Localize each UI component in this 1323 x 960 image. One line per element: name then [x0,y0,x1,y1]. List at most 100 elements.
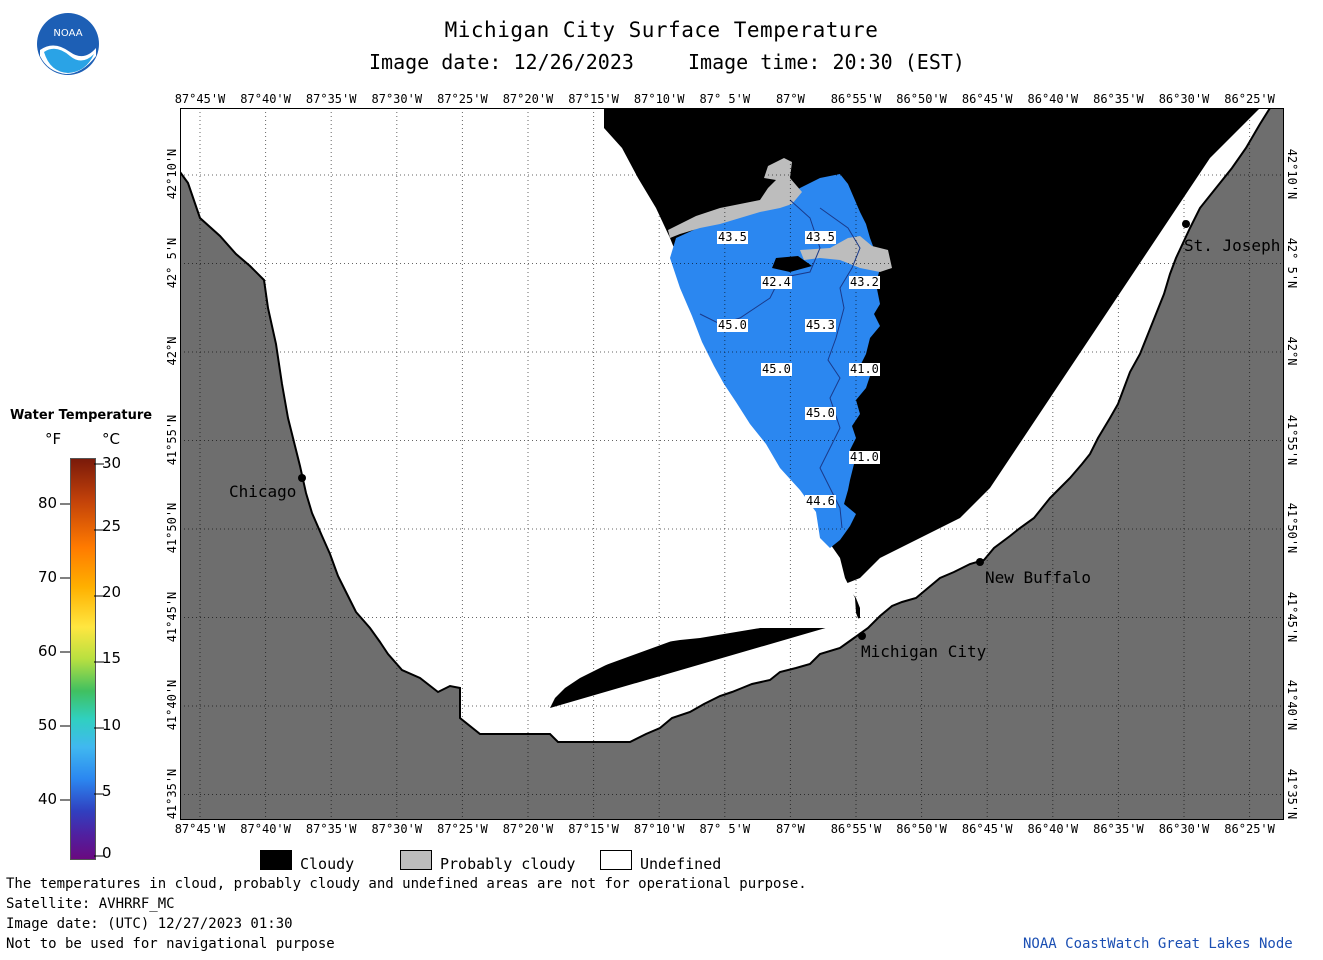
lon-label: 87°45'W [174,92,226,106]
lat-label: 42°10'N [1285,148,1299,200]
lon-label: 87° 5'W [699,822,751,836]
c-tick: 0 [102,844,112,862]
lat-label: 42°N [1285,336,1299,366]
lon-label: 86°25'W [1224,92,1275,106]
temp-label: 41.0 [849,450,880,464]
f-tick: 80 [38,494,58,512]
city-label-new-buffalo: New Buffalo [985,568,1091,587]
lon-label: 86°40'W [1027,92,1079,106]
lon-label: 87°30'W [371,822,423,836]
scale-ticks [60,463,104,857]
legend-title: Water Temperature [10,408,153,423]
logo-text: NOAA [53,28,82,39]
temp-label: 43.5 [805,230,836,244]
key-probably-cloudy-swatch [400,850,432,870]
lon-label: 86°35'W [1093,92,1144,106]
probably-cloudy-region [668,158,802,238]
water-region [670,174,880,548]
chicago-marker [298,474,306,482]
f-tick: 60 [38,642,58,660]
lon-label: 86°50'W [896,92,947,106]
color-scale-bar [70,458,96,860]
f-tick: 50 [38,716,58,734]
lat-label: 41°40'N [165,679,179,731]
lat-label: 41°55'N [1285,414,1299,465]
lon-label: 87° 5'W [699,92,751,106]
c-tick: 25 [102,517,122,535]
lat-label: 42° 5'N [1285,237,1299,288]
lon-label: 87°25'W [437,92,488,106]
city-label-st-joseph: St. Joseph [1184,236,1281,255]
temp-label: 44.6 [805,494,836,508]
lat-label: 41°45'N [1285,591,1299,642]
image-date: Image date: 12/26/2023 [369,50,634,74]
lat-label: 41°35'N [165,768,179,819]
lon-label: 86°55'W [830,822,882,836]
f-tick: 70 [38,568,58,586]
lat-label: 41°50'N [1285,502,1299,554]
lat-label: 41°40'N [1285,679,1299,731]
temp-label: 45.0 [805,406,836,420]
temp-label: 45.0 [717,318,748,332]
image-time: Image time: 20:30 (EST) [688,50,965,74]
new-buffalo-marker [976,558,984,566]
footer-utc-date: Image date: (UTC) 12/27/2023 01:30 [6,916,293,932]
lon-label: 87°40'W [240,92,291,106]
lon-label: 87°25'W [437,822,488,836]
footer-credit: NOAA CoastWatch Great Lakes Node [1023,936,1293,952]
key-cloudy-label: Cloudy [300,855,355,873]
key-probably-cloudy-label: Probably cloudy [440,855,576,873]
legend-unit-f: °F [45,430,62,448]
lat-label: 41°50'N [165,502,179,554]
lon-label: 86°25'W [1224,822,1275,836]
lon-label: 87°45'W [174,822,226,836]
lon-label: 86°30'W [1158,822,1210,836]
city-label-michigan-city: Michigan City [861,642,987,661]
lon-label: 87°W [775,92,805,106]
lon-label: 86°55'W [830,92,882,106]
lat-label: 41°35'N [1285,768,1299,819]
temp-label: 42.4 [761,275,792,289]
temp-label: 41.0 [849,362,880,376]
lon-label: 86°45'W [961,92,1013,106]
lon-label: 87°35'W [305,92,357,106]
key-undefined-label: Undefined [640,855,722,873]
lon-label: 87°40'W [240,822,291,836]
lat-label: 41°55'N [165,414,179,465]
lon-label: 86°50'W [896,822,947,836]
lon-label: 87°10'W [633,92,685,106]
lon-label: 87°10'W [633,822,685,836]
st-joseph-marker [1182,220,1190,228]
page-title: Michigan City Surface Temperature [444,18,879,42]
lat-label: 42°10'N [165,148,179,200]
key-undefined-swatch [600,850,632,870]
noaa-logo: NOAA [37,13,99,75]
lon-label: 86°45'W [961,822,1013,836]
lon-label: 86°30'W [1158,92,1210,106]
city-label-chicago: Chicago [229,482,297,501]
c-tick: 20 [102,583,122,601]
temp-label: 43.2 [849,275,880,289]
michigan-city-marker [858,632,866,640]
land-region [180,108,1284,820]
lon-label: 87°W [775,822,805,836]
lon-label: 86°35'W [1093,822,1144,836]
key-cloudy-swatch [260,850,292,870]
lat-label: 42°N [165,336,179,366]
legend-unit-c: °C [102,430,120,448]
lat-label: 42° 5'N [165,237,179,288]
map-area [180,108,1284,820]
lon-label: 86°40'W [1027,822,1079,836]
temp-label: 43.5 [717,230,748,244]
temp-label: 45.0 [761,362,792,376]
lon-label: 87°20'W [502,822,554,836]
lon-label: 87°35'W [305,822,357,836]
lon-label: 87°30'W [371,92,423,106]
c-tick: 10 [102,716,122,734]
c-tick: 30 [102,454,122,472]
footer-satellite: Satellite: AVHRRF_MC [6,896,175,912]
temp-label: 45.3 [805,318,836,332]
lon-label: 87°20'W [502,92,554,106]
footer-disclaimer: The temperatures in cloud, probably clou… [6,876,807,892]
lon-label: 87°15'W [568,822,619,836]
